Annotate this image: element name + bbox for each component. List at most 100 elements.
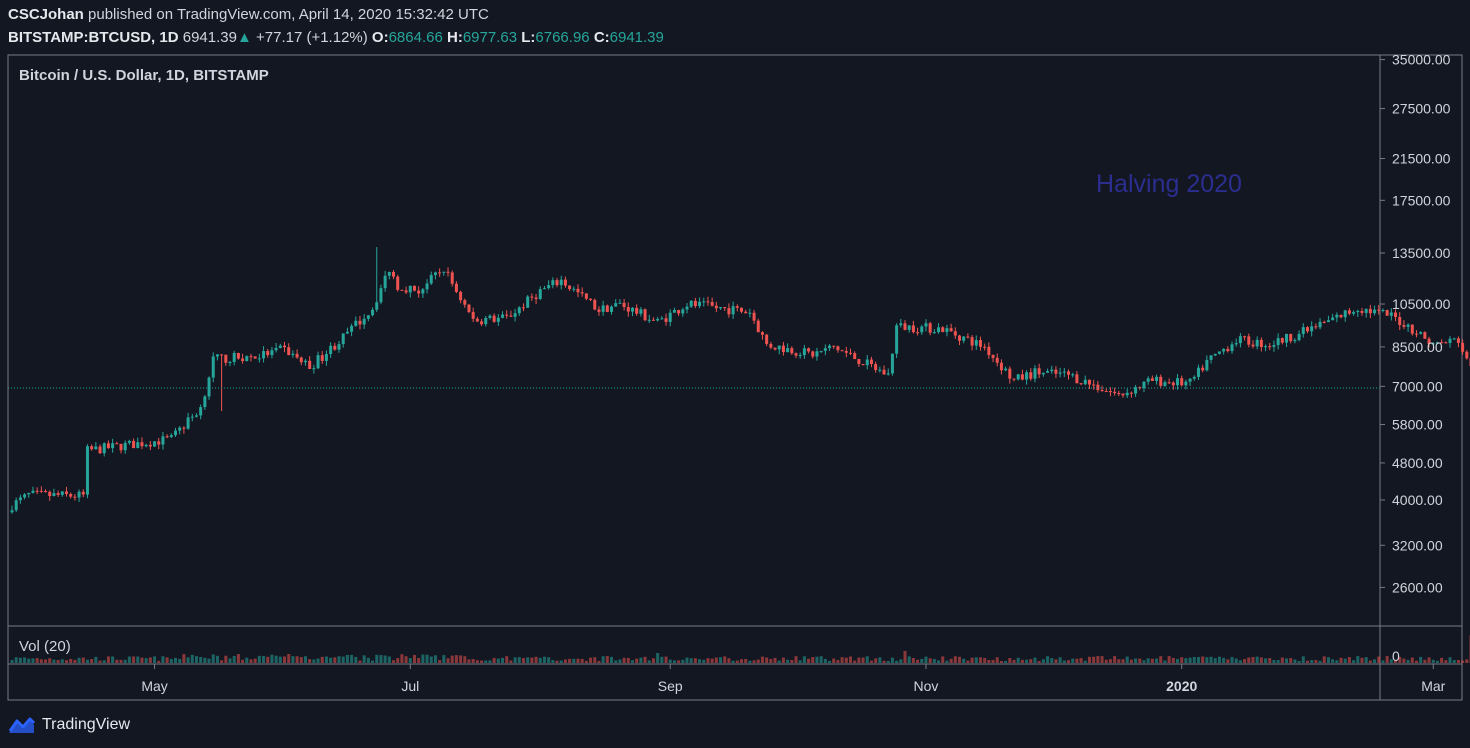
candle-body [320,355,324,361]
candle-body [1377,309,1381,311]
symbol-name[interactable]: BITSTAMP:BTCUSD, 1D [8,29,179,46]
volume-bar [1352,660,1356,663]
volume-bar [1255,656,1259,663]
candle-body [978,340,982,347]
candle-body [303,360,307,363]
tradingview-brand[interactable]: TradingView [8,714,130,736]
candle-body [677,310,681,314]
candle-body [580,292,584,294]
volume-bar [1217,656,1221,663]
candle-body [823,348,827,351]
volume-bar [714,657,718,663]
volume-bar [371,660,375,663]
volume-bar [224,655,228,663]
candle-body [48,491,52,497]
volume-bar [538,657,542,663]
volume-bar [102,660,106,663]
volume-bar [1268,658,1272,663]
candle-body [664,318,668,322]
candle-body [31,490,35,493]
candle-body [308,360,312,369]
volume-bar [773,657,777,663]
candle-body [1041,372,1045,375]
candle-body [1255,339,1259,347]
close-value: 6941.39 [609,29,664,46]
volume-bar [1155,658,1159,663]
candle-body [1394,312,1398,317]
volume-bar [1394,659,1398,663]
author-name[interactable]: CSCJohan [8,6,84,23]
volume-bar [1067,660,1071,663]
candle-body [421,289,425,294]
volume-bar [601,656,605,663]
volume-bar [1419,656,1423,663]
volume-bar [404,656,408,663]
volume-bar [844,657,848,663]
change-up-icon: ▲ [236,29,252,46]
volume-bar [576,658,580,663]
volume-bar [589,657,593,663]
candle-body [865,359,869,366]
candle-body [1373,309,1377,314]
halving-annotation-text[interactable]: Halving 2020 [1096,170,1242,198]
price-change: +77.17 (+1.12%) [256,29,368,46]
candle-body [362,318,366,325]
candle-body [807,348,811,352]
volume-bar [1238,660,1242,663]
volume-bar [119,659,123,663]
candle-body [1155,376,1159,381]
candle-body [140,442,144,447]
volume-bar [1008,658,1012,663]
candle-body [706,301,710,303]
candle-body [1461,342,1465,352]
candle-body [924,323,928,327]
candle-body [1150,378,1154,381]
volume-bar [484,660,488,663]
candle-body [1012,378,1016,380]
volume-bar [1188,657,1192,663]
volume-bar [974,657,978,663]
candle-body [1087,379,1091,385]
candle-body [610,306,614,312]
volume-bar [945,660,949,663]
candle-body [744,311,748,314]
volume-bar [630,660,634,663]
volume-bar [828,660,832,663]
volume-bar [1037,660,1041,663]
candle-body [584,293,588,299]
candle-body [526,296,530,308]
candle-body [857,359,861,365]
candle-body [727,308,731,315]
volume-bar [1209,656,1213,663]
candle-body [194,415,198,417]
volume-bar [178,658,182,663]
candle-body [425,283,429,290]
candle-body [73,496,77,498]
volume-bar [928,658,932,663]
candle-body [241,358,245,362]
volume-bar [1385,656,1389,663]
candle-body [769,343,773,348]
candle-body [1113,391,1117,394]
candle-body [1301,327,1305,334]
volume-bar [324,656,328,663]
candle-body [1435,342,1439,344]
candle-body [794,353,798,356]
volume-bar [169,658,173,663]
volume-bar [1360,657,1364,663]
candle-body [1285,333,1289,343]
candle-body [1108,391,1112,393]
volume-bar [1234,658,1238,663]
candle-body [622,302,626,308]
volume-bar [345,654,349,663]
volume-bar [215,655,219,663]
volume-bar [366,657,370,663]
candle-body [513,313,517,317]
candle-body [1456,338,1460,343]
candle-body [719,307,723,309]
candle-body [429,275,433,284]
volume-bar [610,656,614,663]
volume-bar [781,657,785,663]
candle-body [1020,374,1024,380]
